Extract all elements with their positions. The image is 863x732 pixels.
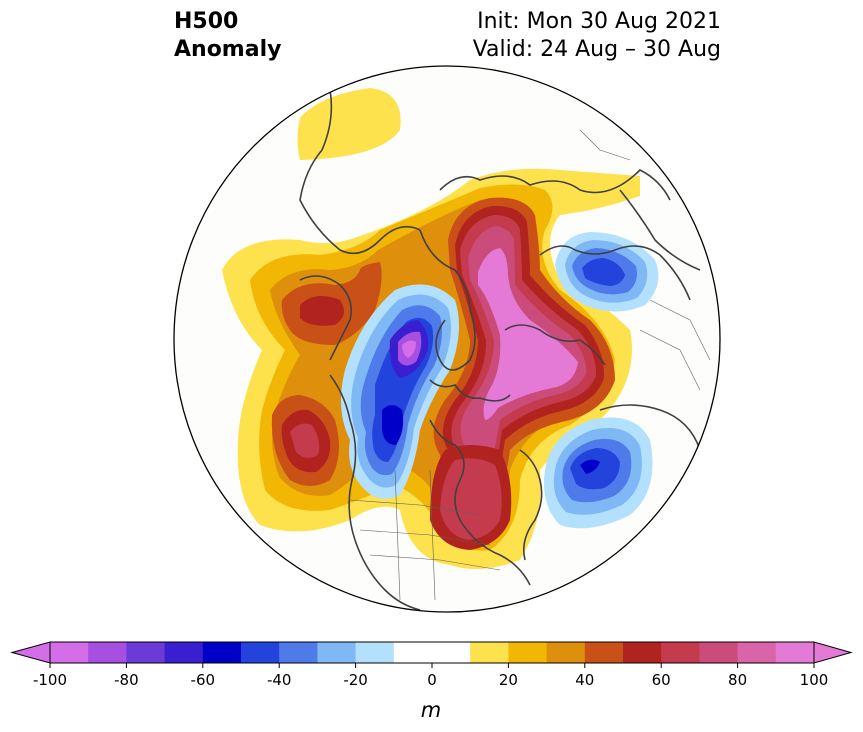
borders <box>349 109 711 601</box>
colorbar-segment <box>88 642 127 663</box>
colorbar-tick-label: -80 <box>114 671 139 689</box>
anomaly-field <box>222 88 659 569</box>
colorbar-segment <box>699 642 739 663</box>
title-init: Init: Mon 30 Aug 2021 <box>477 9 721 34</box>
colorbar: -100 -80 -60 -40 -20 0 20 40 60 80 100 m <box>10 641 853 722</box>
colorbar-segments <box>10 641 853 664</box>
colorbar-units-label: m <box>421 698 441 722</box>
colorbar-extend-high <box>813 641 853 664</box>
colorbar-tick-label: -60 <box>191 671 216 689</box>
colorbar-tick-label: 40 <box>575 671 594 689</box>
colorbar-tick-label: 0 <box>427 671 437 689</box>
colorbar-segment <box>393 642 433 663</box>
title-type: Anomaly <box>174 37 282 62</box>
title-left: H500 Anomaly <box>174 8 281 64</box>
colorbar-segment <box>584 642 624 663</box>
polar-map <box>173 65 721 613</box>
colorbar-segment <box>355 642 395 663</box>
colorbar-segment <box>126 642 166 663</box>
anomaly-ridge-top <box>297 88 401 160</box>
colorbar-segment <box>508 642 548 663</box>
anomaly-trough-atlantic <box>544 417 653 529</box>
coastlines <box>299 89 701 611</box>
colorbar-segment <box>470 642 509 663</box>
colorbar-segment <box>50 642 89 663</box>
colorbar-tick-label: 100 <box>800 671 829 689</box>
colorbar-tick-label: 60 <box>652 671 671 689</box>
colorbar-segment <box>164 642 204 663</box>
colorbar-extend-low <box>10 641 51 664</box>
colorbar-tick-label: 20 <box>499 671 518 689</box>
colorbar-segment <box>661 642 700 663</box>
colorbar-segment <box>737 642 777 663</box>
colorbar-segment <box>432 642 471 663</box>
anomaly-trough-siberia <box>341 284 459 499</box>
colorbar-tick-label: -40 <box>267 671 292 689</box>
colorbar-tick-label: 80 <box>728 671 747 689</box>
colorbar-tick-label: -100 <box>33 671 67 689</box>
title-right: Init: Mon 30 Aug 2021 Valid: 24 Aug – 30… <box>473 8 721 64</box>
map-boundary <box>173 65 721 613</box>
colorbar-segment <box>775 642 815 663</box>
title-valid: Valid: 24 Aug – 30 Aug <box>472 37 721 62</box>
title-variable: H500 <box>174 9 239 34</box>
colorbar-tick-label: -20 <box>343 671 368 689</box>
colorbar-segment <box>317 642 357 663</box>
colorbar-segment <box>241 642 280 663</box>
colorbar-segment <box>279 642 318 663</box>
colorbar-segment <box>546 642 586 663</box>
colorbar-segment <box>202 642 242 663</box>
anomaly-ridge-canada <box>430 445 512 550</box>
colorbar-segment <box>623 642 662 663</box>
colorbar-ticks: -100 -80 -60 -40 -20 0 20 40 60 80 100 <box>33 663 828 689</box>
